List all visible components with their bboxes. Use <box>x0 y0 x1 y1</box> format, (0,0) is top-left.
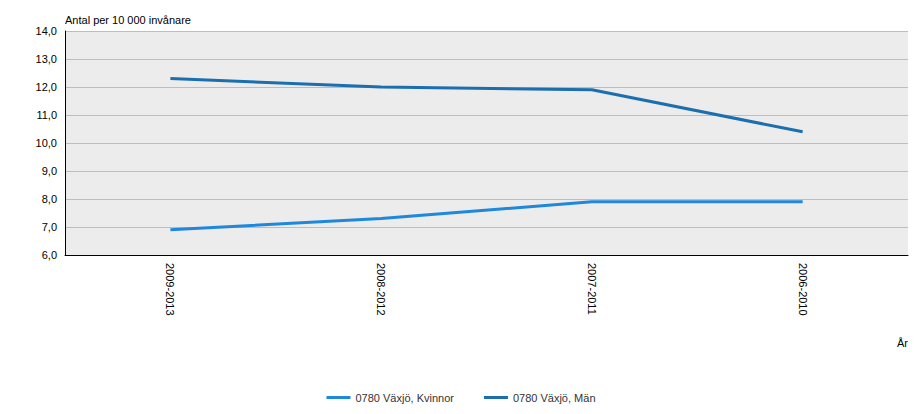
svg-text:Antal per 10 000 invånare: Antal per 10 000 invånare <box>65 14 191 26</box>
svg-text:2007-2011: 2007-2011 <box>586 263 598 315</box>
svg-text:6,0: 6,0 <box>42 249 57 261</box>
svg-text:2009-2013: 2009-2013 <box>164 263 176 316</box>
svg-text:2008-2012: 2008-2012 <box>375 263 387 316</box>
svg-text:10,0: 10,0 <box>36 137 57 149</box>
svg-text:2006-2010: 2006-2010 <box>797 263 809 316</box>
svg-text:13,0: 13,0 <box>36 53 57 65</box>
svg-text:12,0: 12,0 <box>36 81 57 93</box>
svg-text:8,0: 8,0 <box>42 193 57 205</box>
svg-text:11,0: 11,0 <box>36 109 57 121</box>
svg-text:0780 Växjö, Kvinnor: 0780 Växjö, Kvinnor <box>355 392 454 404</box>
svg-text:9,0: 9,0 <box>42 165 57 177</box>
svg-text:7,0: 7,0 <box>42 221 57 233</box>
svg-text:14,0: 14,0 <box>36 25 57 37</box>
svg-text:År: År <box>897 337 908 349</box>
svg-text:0780 Växjö, Män: 0780 Växjö, Män <box>513 392 596 404</box>
